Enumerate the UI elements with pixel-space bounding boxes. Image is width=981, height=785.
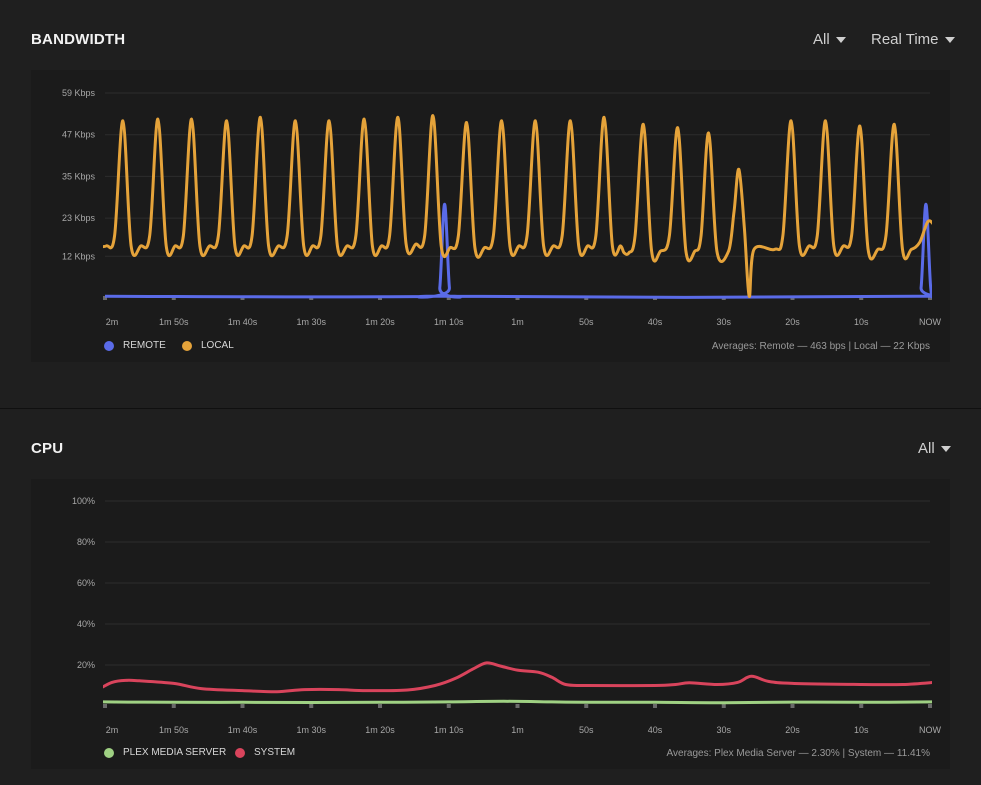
bandwidth-section: BANDWIDTH All Real Time 59 Kbps 47 Kbps 35… [31,31,955,362]
x-tick-label: 40s [648,317,663,327]
x-tick-label: 2m [106,317,119,327]
legend-swatch-plex-media-server [104,747,114,758]
y-tick-label: 47 Kbps [62,130,96,140]
legend-label-local: LOCAL [201,340,234,351]
x-tick-mark [928,296,932,300]
x-tick-label: 1m 20s [365,317,395,327]
legend-swatch-local [182,340,192,351]
cpu-chart-panel: 100% 80% 60% 40% 20% 2m 1m 50s 1m 40s 1m 30s 1m 2… [31,479,950,769]
x-tick-mark [928,704,932,708]
y-tick-label: 59 Kbps [62,88,96,98]
x-tick-mark [240,704,245,708]
legend-label-remote: REMOTE [123,340,166,351]
x-tick-mark [309,704,314,708]
x-tick-label: 10s [854,725,869,735]
x-tick-label: 50s [579,317,594,327]
x-tick-mark [653,704,657,708]
bandwidth-filter-label: All [813,31,830,48]
x-tick-label: 1m 40s [228,317,258,327]
x-tick-label: 1m 50s [159,725,189,735]
x-tick-mark [584,704,589,708]
x-tick-mark [171,704,176,708]
cpu-title: CPU [31,440,64,457]
x-tick-label: NOW [919,725,942,735]
cpu-averages: Averages: Plex Media Server — 2.30% | Sy… [666,748,930,759]
x-tick-label: 1m [511,725,524,735]
legend-label-system: SYSTEM [254,747,296,758]
chevron-down-icon [940,445,951,452]
x-tick-label: 1m 30s [296,317,326,327]
x-tick-label: 1m 20s [365,725,395,735]
x-tick-label: 40s [648,725,663,735]
series-line-remote [104,202,932,299]
legend-item-local[interactable]: LOCAL [182,340,234,351]
cpu-filter-dropdown[interactable]: All [918,440,951,457]
x-tick-label: 1m 10s [434,317,464,327]
bandwidth-title: BANDWIDTH [31,31,126,48]
bandwidth-chart: 59 Kbps 47 Kbps 35 Kbps 23 Kbps 12 Kbps 2m 1m … [62,88,942,327]
legend-item-plex-media-server[interactable]: PLEX MEDIA SERVER [104,747,226,758]
x-tick-label: 20s [785,725,800,735]
x-tick-label: 30s [716,725,731,735]
x-tick-mark [790,704,795,708]
y-tick-label: 12 Kbps [62,251,96,261]
x-tick-mark [446,704,451,708]
bandwidth-range-dropdown[interactable]: Real Time [871,31,955,48]
chevron-down-icon [835,36,846,43]
legend-swatch-remote [104,340,114,351]
x-tick-label: 1m 30s [296,725,326,735]
series-line-local [103,114,932,298]
x-tick-label: 20s [785,317,800,327]
bandwidth-range-label: Real Time [871,31,939,48]
y-tick-label: 60% [77,578,95,588]
legend-item-system[interactable]: SYSTEM [235,747,295,758]
x-tick-label: 1m 40s [228,725,258,735]
gridlines: 100% 80% 60% 40% 20% [72,496,930,670]
x-tick-mark [103,704,107,708]
x-tick-label: 10s [854,317,869,327]
x-tick-mark [721,704,726,708]
x-tick-label: 30s [716,317,731,327]
bandwidth-averages: Averages: Remote — 463 bps | Local — 22 … [711,341,930,352]
chevron-down-icon [944,36,955,43]
x-axis: 2m 1m 50s 1m 40s 1m 30s 1m 20s 1m 10s 1m 50s 40s… [103,704,942,735]
x-tick-mark [103,296,107,300]
x-tick-label: NOW [919,317,942,327]
y-tick-label: 20% [77,660,95,670]
y-tick-label: 40% [77,619,95,629]
bandwidth-filter-dropdown[interactable]: All [813,31,846,48]
y-tick-label: 35 Kbps [62,171,96,181]
x-tick-mark [378,704,382,708]
series-line-plex-media-server [103,699,932,705]
legend-label-plex-media-server: PLEX MEDIA SERVER [123,747,227,758]
y-tick-label: 80% [77,537,95,547]
x-tick-label: 1m 10s [434,725,464,735]
x-axis: 2m 1m 50s 1m 40s 1m 30s 1m 20s 1m 10s 1m 50s 40s… [103,296,942,327]
x-tick-mark [515,704,520,708]
x-tick-mark [859,704,864,708]
y-tick-label: 23 Kbps [62,213,96,223]
x-tick-label: 2m [106,725,119,735]
x-tick-label: 1m [511,317,524,327]
legend-item-remote[interactable]: REMOTE [104,340,166,351]
cpu-filter-label: All [918,440,935,457]
y-tick-label: 100% [72,496,95,506]
x-tick-label: 1m 50s [159,317,189,327]
legend-swatch-system [235,747,245,758]
bandwidth-chart-panel: 59 Kbps 47 Kbps 35 Kbps 23 Kbps 12 Kbps 2m 1m … [31,70,950,362]
series-line-system [103,661,932,694]
x-tick-label: 50s [579,725,594,735]
cpu-section: CPU All 100% 80% 60% 40% 20% 2m 1m 50s 1m 40s 1m… [0,408,981,785]
x-tick-mark [446,296,451,300]
cpu-chart: 100% 80% 60% 40% 20% 2m 1m 50s 1m 40s 1m 30s 1m 2… [72,496,942,735]
